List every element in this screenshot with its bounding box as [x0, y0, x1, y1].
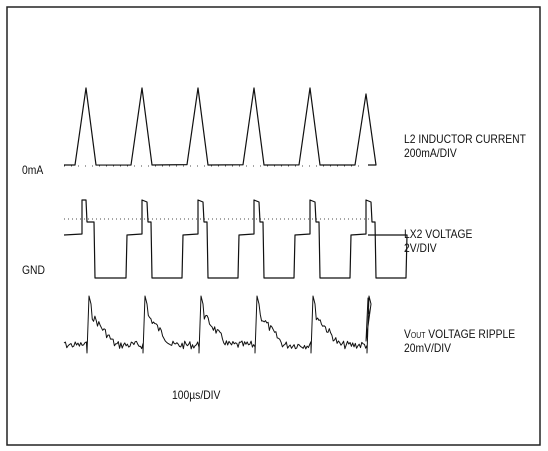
inductor-zero-reference: 0mA: [22, 163, 44, 177]
lx2-gnd-reference: GND: [22, 263, 45, 277]
trace-group: [63, 87, 408, 354]
inductor-scale-label: 200mA/DIV: [404, 146, 457, 160]
ripple-label-v: V: [404, 327, 411, 341]
inductor-current-trace: [63, 87, 377, 166]
ripple-scale-label: 20mV/DIV: [404, 341, 452, 355]
inductor-trace-label: L2 INDUCTOR CURRENT: [404, 132, 526, 146]
ripple-label-rest: VOLTAGE RIPPLE: [425, 327, 516, 341]
vout-ripple-trace: [63, 295, 372, 354]
lx2-voltage-trace: [63, 199, 408, 279]
lx2-trace-label: LX2 VOLTAGE: [404, 227, 473, 241]
ripple-label-out-subscript: OUT: [410, 331, 426, 340]
figure-border: [6, 6, 541, 446]
time-scale-label: 100µs/DIV: [172, 388, 221, 402]
ripple-trace-label: VOUT VOLTAGE RIPPLE: [404, 328, 515, 342]
lx2-scale-label: 2V/DIV: [404, 241, 437, 255]
